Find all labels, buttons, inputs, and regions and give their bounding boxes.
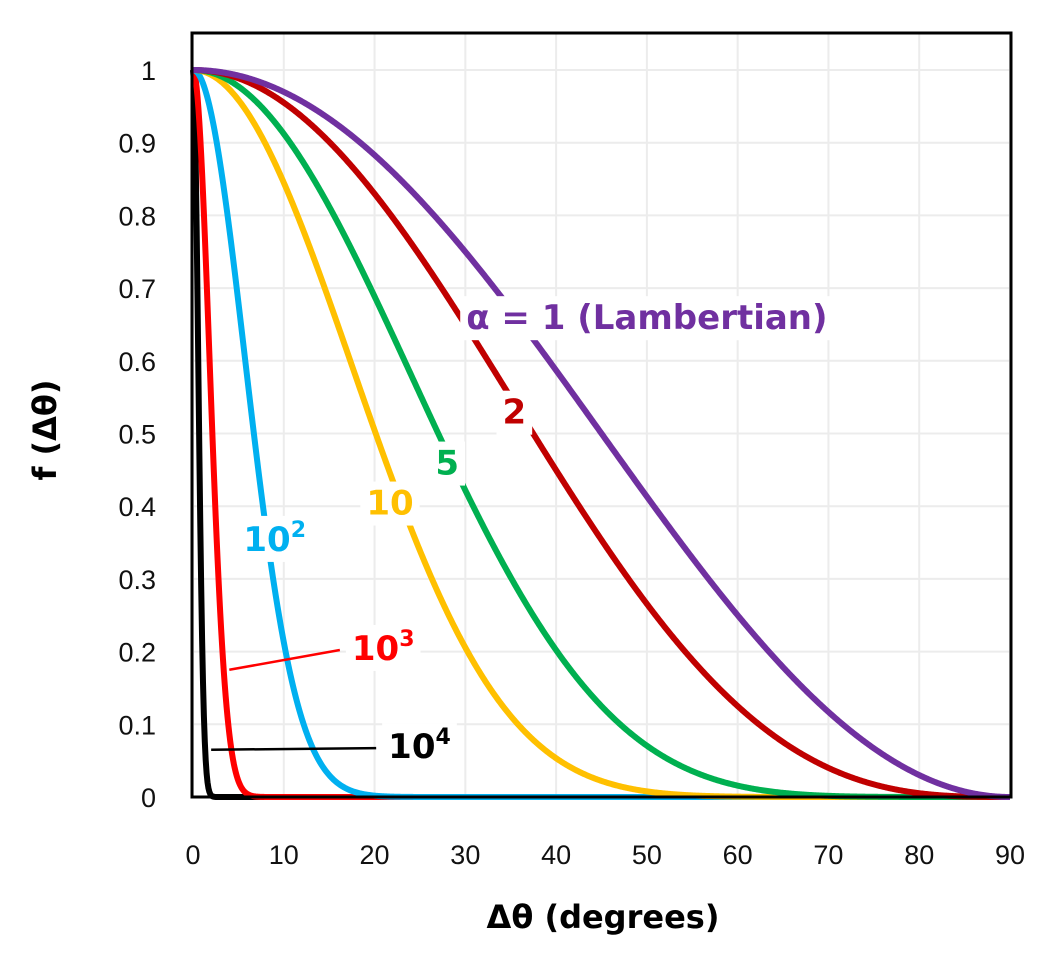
curve-label-group: 104 [382, 723, 457, 770]
leader-line [229, 648, 341, 672]
label-background [382, 723, 457, 770]
y-tick-label: 1 [141, 56, 156, 86]
label-background [237, 515, 313, 562]
label-background [429, 441, 466, 486]
curve-label-base: α = 1 (Lambertian) [466, 298, 827, 338]
x-tick-label: 80 [904, 840, 934, 870]
curve-label-group: 103 [345, 624, 421, 671]
y-tick-label: 0.8 [118, 201, 156, 231]
curve-label: 10 [366, 484, 413, 524]
plot-frame [190, 31, 1013, 799]
series-line--1-lambertian- [190, 67, 1013, 800]
curve-label-base: 10 [388, 727, 435, 767]
curve-label: 2 [503, 393, 527, 433]
x-tick-label: 70 [813, 840, 843, 870]
curve-label-base: 10 [243, 520, 290, 560]
y-axis-label: f (Δθ) [26, 379, 64, 480]
x-tick-label: 20 [360, 840, 390, 870]
label-background [345, 624, 421, 671]
curve-label: 103 [352, 627, 415, 669]
y-tick-label: 0.3 [118, 565, 156, 595]
curve-label-exponent: 3 [399, 627, 414, 652]
y-tick-label: 0 [141, 783, 156, 813]
series-line-2 [190, 67, 1013, 800]
x-tick-label: 40 [541, 840, 571, 870]
y-tick-label: 0.9 [118, 129, 156, 159]
curve-label-group: 5 [429, 441, 466, 486]
curve-label-exponent: 4 [436, 725, 451, 750]
curve-label: 104 [388, 725, 451, 767]
curve-label-base: 5 [435, 444, 459, 484]
curve-label-group: 2 [496, 390, 533, 435]
y-tick-label: 0.1 [118, 710, 156, 740]
curve-label-group: α = 1 (Lambertian) [460, 296, 834, 341]
x-tick-label: 60 [723, 840, 753, 870]
x-tick-label: 0 [185, 840, 200, 870]
x-tick-label: 10 [269, 840, 299, 870]
y-tick-label: 0.7 [118, 274, 156, 304]
x-tick-labels: 0 10 20 30 40 50 60 70 80 90 [185, 840, 1025, 870]
y-tick-labels: 0 0.1 0.2 0.3 0.4 0.5 0.6 0.7 0.8 0.9 1 [118, 56, 156, 813]
label-background [360, 481, 420, 526]
curve-label-group: 10 [360, 481, 420, 526]
y-tick-label: 0.2 [118, 638, 156, 668]
y-tick-label: 0.6 [118, 347, 156, 377]
x-tick-label: 30 [450, 840, 480, 870]
label-background [496, 390, 533, 435]
curve-label-exponent: 2 [291, 518, 306, 543]
grid [192, 33, 1011, 798]
curve-label: 5 [435, 444, 459, 484]
leader-line [211, 746, 377, 751]
curve-label-group: 102 [237, 515, 313, 562]
curve-label: 102 [243, 518, 306, 560]
y-tick-label: 0.4 [118, 492, 156, 522]
y-tick-label: 0.5 [118, 420, 156, 450]
x-tick-label: 90 [995, 840, 1025, 870]
label-background [460, 296, 834, 341]
curve-label-base: 10 [366, 484, 413, 524]
curve-label-base: 2 [503, 393, 527, 433]
x-axis-label: Δθ (degrees) [487, 898, 720, 936]
curve-label-base: 10 [352, 629, 399, 669]
curve-label: α = 1 (Lambertian) [466, 298, 827, 338]
x-tick-label: 50 [632, 840, 662, 870]
